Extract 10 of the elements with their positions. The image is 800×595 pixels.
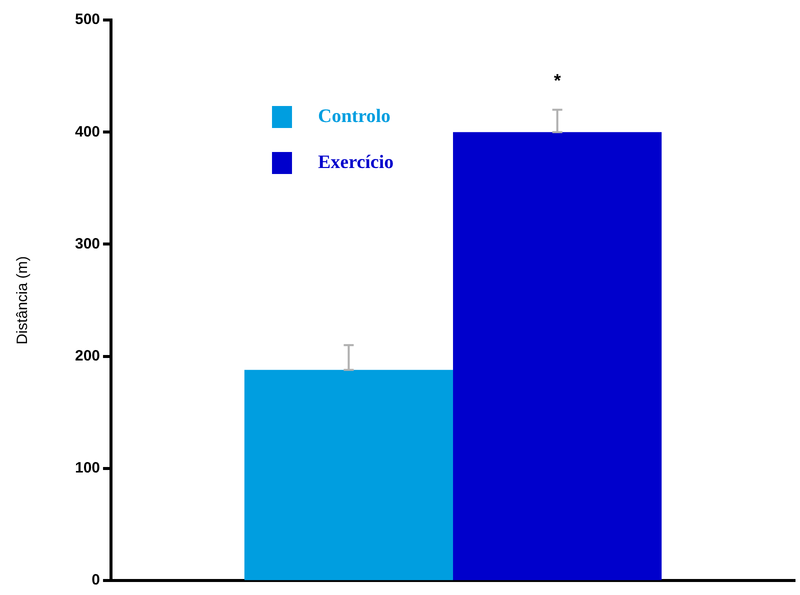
y-tick-label: 500 [74, 11, 100, 28]
y-tick-label: 300 [74, 235, 100, 252]
annotation: * [554, 70, 561, 91]
legend-label: Controlo [318, 106, 390, 128]
legend-label: Exercício [318, 152, 394, 174]
y-axis-title: Distância (m) [14, 256, 32, 344]
y-tick-label: 400 [74, 123, 100, 140]
y-tick-label: 100 [74, 460, 100, 477]
y-tick-label: 200 [74, 348, 100, 364]
y-tick-label: 0 [92, 572, 100, 589]
